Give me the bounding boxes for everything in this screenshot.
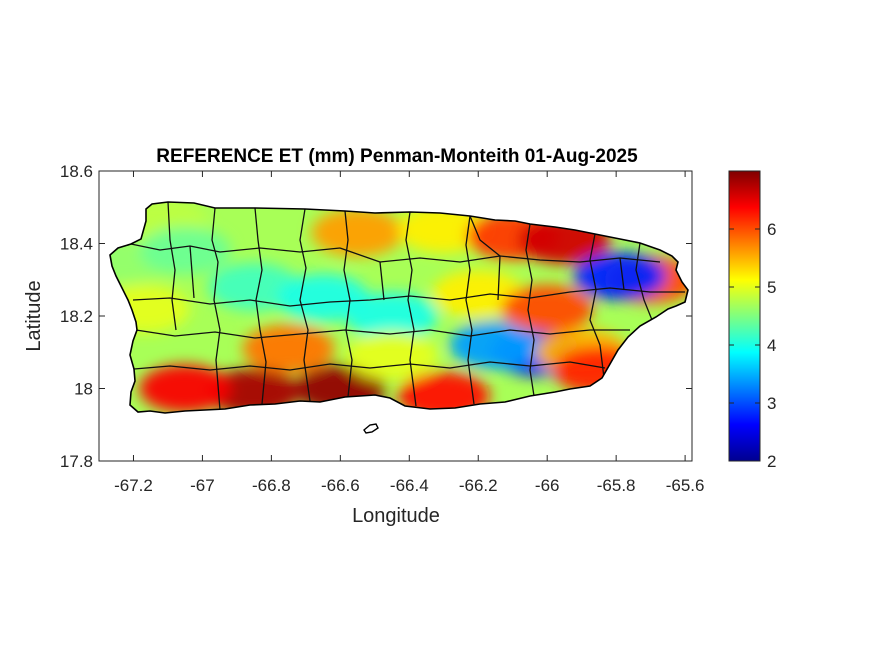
islet-outline [363,423,379,434]
x-tick-label: -65.6 [666,476,705,495]
municipal-boundary-6 [465,215,475,405]
municipal-boundary-3 [299,208,311,402]
municipal-boundary-7 [525,223,535,397]
x-axis-ticks: -67.2 -67 -66.8 -66.6 -66.4 -66.2 -66 -65.8 -65.… [114,171,704,495]
et-sample-22 [346,331,439,380]
x-tick-label: -65.8 [597,476,636,495]
x-tick-label: -66.4 [390,476,429,495]
municipal-boundary-17 [619,257,625,291]
municipal-boundary-11 [132,287,685,307]
x-tick-label: -66.8 [252,476,291,495]
municipal-boundary-15 [379,261,385,301]
municipal-boundary-16 [497,255,501,301]
x-tick-label: -67 [190,476,215,495]
et-sample-24 [501,284,594,333]
chart-title: REFERENCE ET (mm) Penman-Monteith 01-Aug… [156,146,638,167]
colorbar-tick-label: 3 [767,394,776,413]
y-tick-label: 18.6 [60,162,93,181]
x-tick-label: -66 [535,476,560,495]
island-outline [109,201,689,414]
colorbar-tick-label: 2 [767,452,776,471]
municipal-boundary-0 [167,202,177,331]
et-sample-12 [573,252,666,301]
et-sample-7 [311,208,404,257]
y-tick-label: 18 [74,380,93,399]
et-sample-6 [346,292,439,340]
colorbar-tick-label: 6 [767,220,776,239]
et-sample-14 [449,321,542,369]
x-tick-label: -67.2 [114,476,153,495]
y-axis-label: Latitude [23,280,45,351]
colorbar-scale [728,170,761,462]
colorbar-tick-label: 4 [767,336,776,355]
municipal-boundaries [130,202,685,411]
municipal-boundary-18 [189,245,195,299]
colorbar: 2 3 4 5 6 [728,170,776,471]
et-sample-3 [139,226,232,275]
x-tick-label: -66.6 [321,476,360,495]
municipal-boundary-13 [133,361,606,371]
municipal-boundary-10 [130,243,341,253]
municipal-boundary-12 [135,329,630,339]
et-sample-5 [277,273,370,322]
municipal-boundary-1 [211,207,221,411]
x-tick-label: -66.2 [459,476,498,495]
colorbar-tick-label: 5 [767,278,776,297]
et-sample-19 [139,364,232,413]
y-tick-label: 17.8 [60,452,93,471]
municipal-boundary-2 [254,207,267,405]
et-sample-4 [208,263,301,311]
municipal-boundary-9 [635,242,653,321]
municipal-boundary-8 [589,233,605,379]
y-tick-label: 18.2 [60,307,93,326]
municipal-boundary-19 [469,215,501,257]
et-sample-23 [432,270,525,319]
municipal-boundary-5 [405,211,417,407]
x-axis-label: Longitude [352,505,440,527]
y-axis-ticks: 17.8 18 18.2 18.4 18.6 [60,162,692,471]
municipal-boundary-4 [343,210,353,398]
y-tick-label: 18.4 [60,235,93,254]
